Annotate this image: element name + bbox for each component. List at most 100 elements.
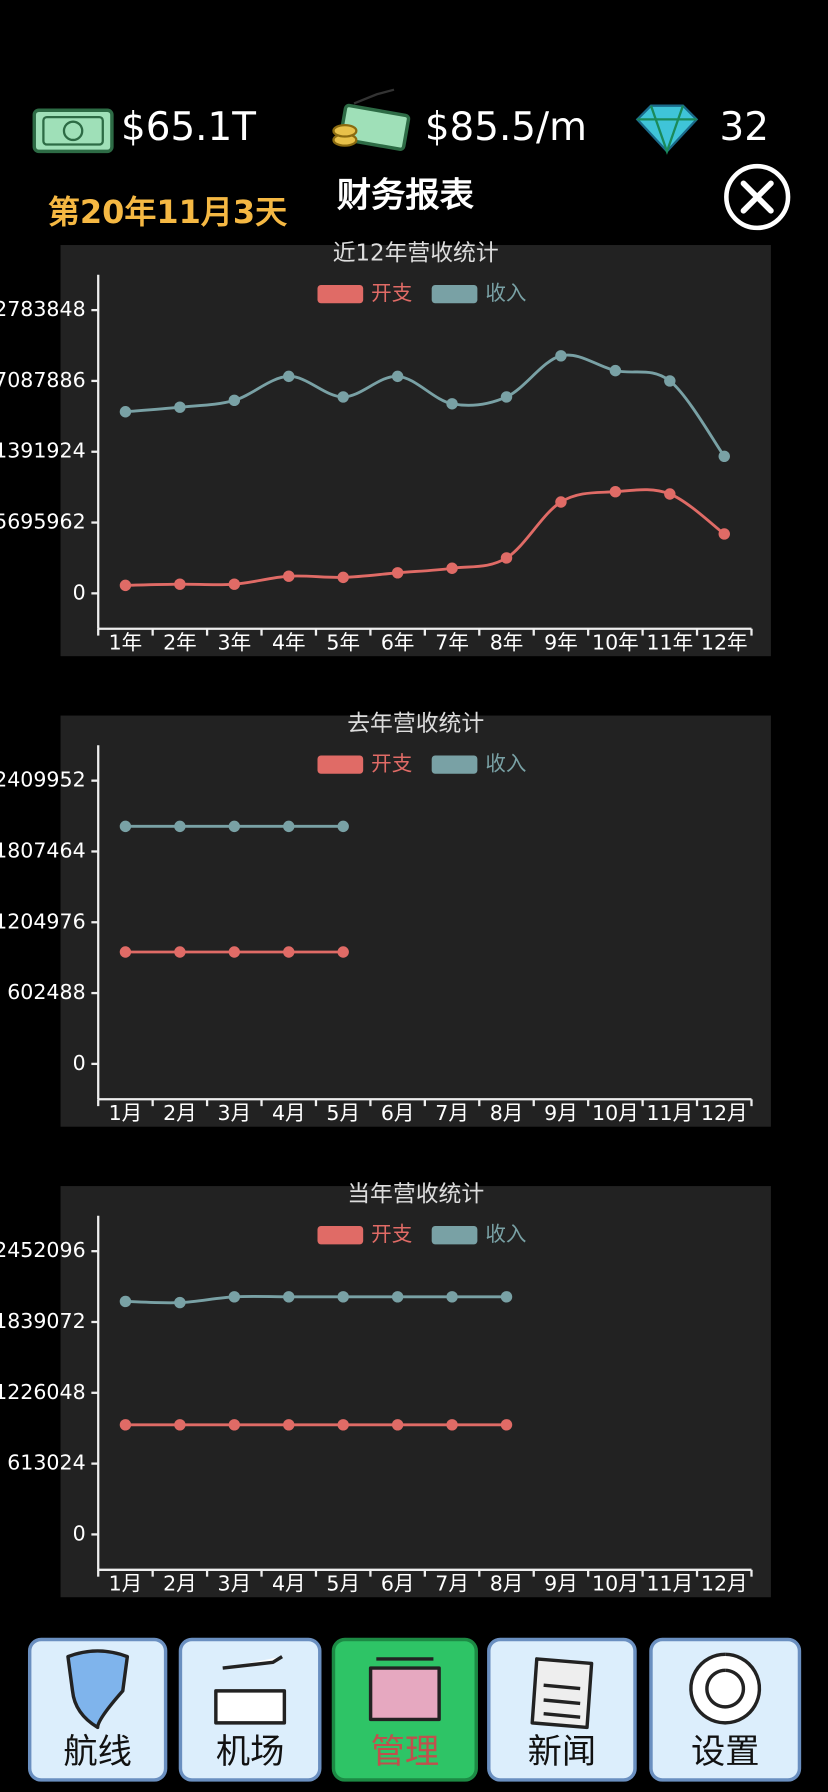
data-point — [119, 579, 132, 592]
legend-swatch — [431, 284, 478, 304]
chart-panel — [60, 715, 771, 1127]
legend-swatch — [317, 755, 364, 774]
x-tick-label: 2年 — [163, 631, 197, 655]
x-tick-label: 12月 — [701, 1101, 748, 1125]
data-point — [337, 946, 349, 958]
data-point — [391, 1291, 404, 1303]
cash-value: $65.1T — [121, 105, 256, 150]
data-point — [174, 1296, 186, 1309]
x-tick-label: 3年 — [218, 631, 252, 655]
y-tick-label: 5695962 — [0, 510, 86, 534]
chart-title: 去年营收统计 — [347, 711, 484, 737]
x-tick-label: 9月 — [544, 1572, 578, 1596]
data-point — [283, 570, 295, 582]
close-button[interactable] — [724, 163, 791, 231]
y-tick-label: 1226048 — [0, 1380, 86, 1404]
nav-icon — [689, 1652, 762, 1725]
y-tick-label: 602488 — [7, 980, 85, 1004]
data-point — [337, 571, 349, 584]
nav-icon — [530, 1657, 594, 1730]
data-point — [500, 552, 513, 564]
data-point — [664, 375, 676, 387]
x-tick-label: 4月 — [272, 1572, 306, 1596]
data-point — [500, 1419, 513, 1431]
data-point — [337, 1291, 349, 1303]
data-point — [228, 578, 241, 590]
chart: 近12年营收统计 0 5695962 11391924 17087886 22783848… — [0, 241, 771, 657]
y-tick-label: 22783848 — [0, 297, 86, 321]
data-point — [718, 450, 730, 463]
legend-swatch — [317, 1226, 364, 1245]
data-point — [337, 820, 349, 833]
data-point — [446, 562, 458, 574]
legend-label: 开支 — [371, 281, 412, 305]
legend-label: 收入 — [485, 1222, 526, 1246]
y-tick-label: 11391924 — [0, 439, 86, 463]
data-point — [609, 364, 622, 377]
data-point — [228, 820, 241, 833]
x-tick-label: 7年 — [435, 631, 469, 655]
chart-title: 当年营收统计 — [347, 1182, 484, 1208]
income-rate: $85.5/m — [425, 105, 587, 150]
data-point — [446, 1419, 458, 1431]
legend-label: 收入 — [485, 752, 526, 776]
data-point — [283, 1291, 295, 1303]
x-tick-label: 5月 — [326, 1572, 360, 1596]
data-point — [391, 1419, 404, 1431]
y-tick-label: 1204976 — [0, 909, 86, 933]
x-tick-label: 5月 — [326, 1101, 360, 1125]
data-point — [391, 370, 404, 383]
nav-bar: 航线 机场 管理 新闻 设置 — [27, 1637, 802, 1782]
y-tick-label: 0 — [73, 1521, 86, 1545]
y-tick-label: 17087886 — [0, 368, 86, 392]
nav-icon — [66, 1649, 130, 1730]
nav-icon — [368, 1657, 441, 1722]
nav-label: 机场 — [216, 1732, 285, 1772]
x-tick-label: 1月 — [109, 1572, 143, 1596]
data-point — [119, 1295, 132, 1308]
nav-button[interactable]: 航线 — [27, 1637, 168, 1782]
data-point — [174, 820, 186, 833]
y-tick-label: 613024 — [7, 1451, 85, 1475]
cash-icon — [32, 108, 114, 154]
chart: 当年营收统计 0 613024 1226048 1839072 2452096 1月 2月 3月… — [0, 1182, 771, 1598]
x-tick-label: 10月 — [592, 1572, 639, 1596]
chart-panel — [60, 245, 771, 657]
x-tick-label: 6月 — [381, 1101, 415, 1125]
data-point — [283, 1419, 295, 1431]
data-point — [174, 946, 186, 958]
y-tick-label: 0 — [73, 580, 86, 604]
data-point — [391, 567, 404, 579]
y-tick-label: 0 — [73, 1051, 86, 1075]
x-tick-label: 9月 — [544, 1101, 578, 1125]
legend-swatch — [317, 284, 364, 304]
data-point — [174, 401, 186, 413]
data-point — [609, 486, 622, 498]
x-tick-label: 2月 — [163, 1101, 197, 1125]
data-point — [500, 391, 513, 403]
legend-label: 收入 — [485, 281, 526, 305]
chart: 去年营收统计 0 602488 1204976 1807464 2409952 1月 2月 3月… — [0, 711, 771, 1127]
nav-button[interactable]: 机场 — [178, 1637, 322, 1782]
x-tick-label: 8年 — [490, 631, 524, 655]
x-tick-label: 12月 — [701, 1572, 748, 1596]
data-point — [119, 1419, 132, 1431]
data-point — [337, 391, 349, 403]
x-tick-label: 1月 — [109, 1101, 143, 1125]
x-tick-label: 5年 — [326, 631, 360, 655]
nav-button[interactable]: 设置 — [649, 1637, 802, 1782]
x-tick-label: 10月 — [592, 1101, 639, 1125]
data-point — [555, 496, 567, 508]
nav-button[interactable]: 管理 — [331, 1637, 478, 1782]
data-point — [718, 528, 730, 540]
income-icon — [332, 88, 411, 151]
x-tick-label: 2月 — [163, 1572, 197, 1596]
chart-title: 近12年营收统计 — [333, 241, 499, 267]
x-tick-label: 9年 — [544, 631, 578, 655]
x-tick-label: 11年 — [646, 631, 693, 655]
legend-label: 开支 — [371, 752, 412, 776]
nav-button[interactable]: 新闻 — [487, 1637, 637, 1782]
gem-icon — [635, 104, 699, 155]
